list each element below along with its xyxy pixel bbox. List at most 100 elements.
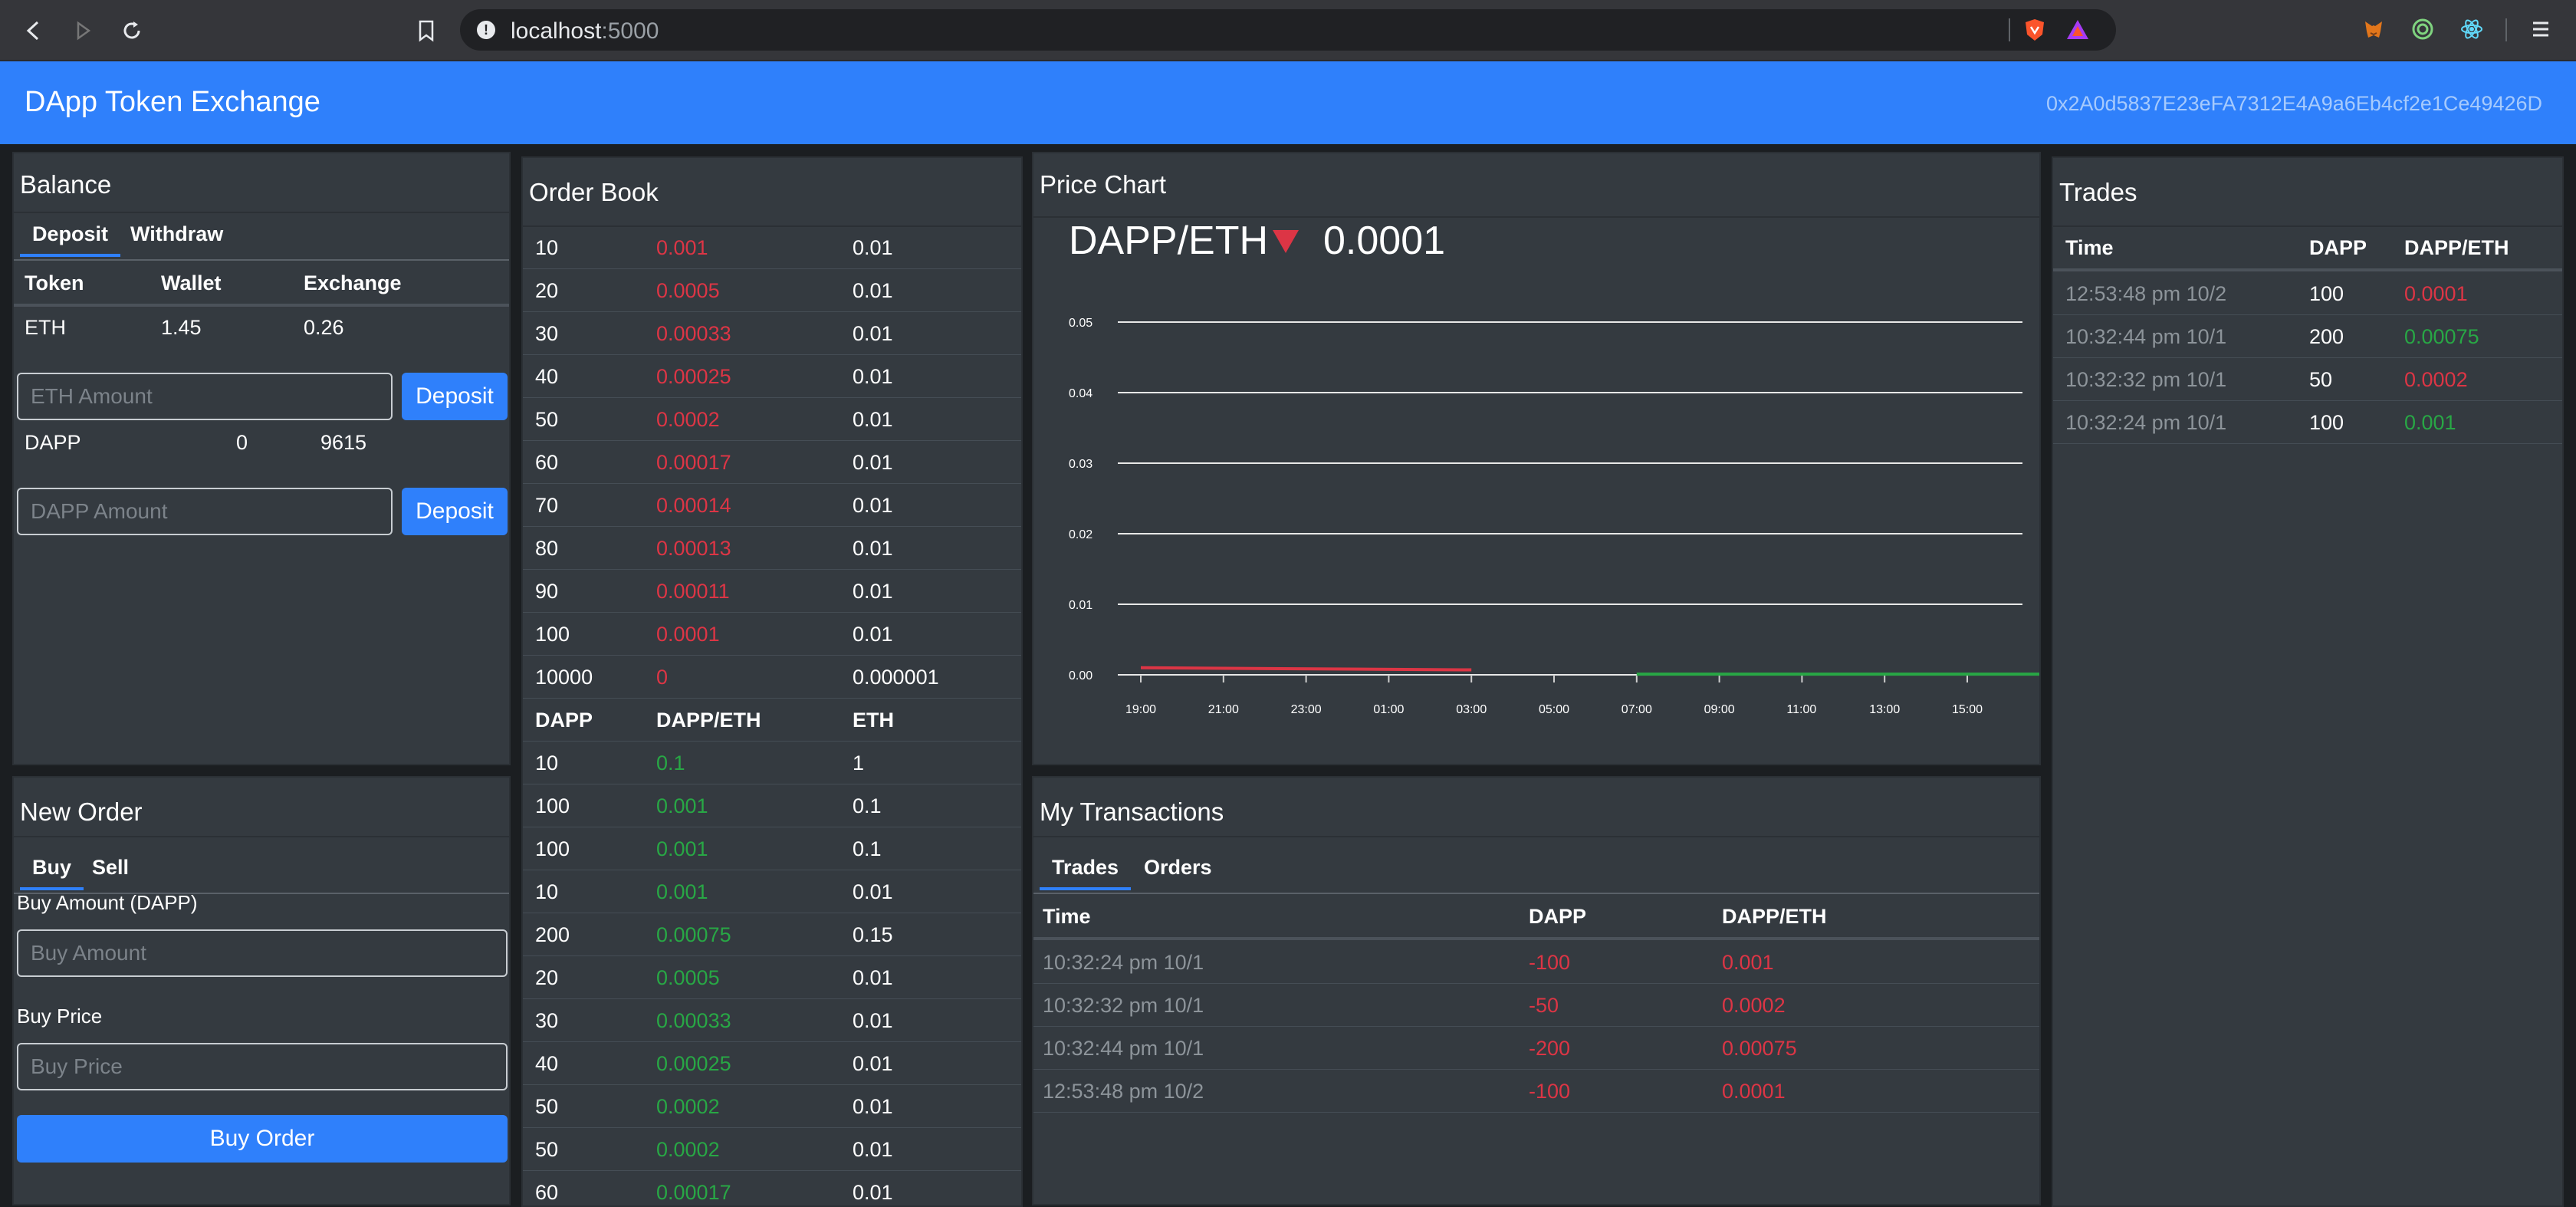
order-total: 0.01 bbox=[853, 1009, 893, 1032]
x-tick-label: 23:00 bbox=[1291, 703, 1322, 716]
order-price: 0.00033 bbox=[656, 322, 731, 345]
brand-title[interactable]: DApp Token Exchange bbox=[25, 86, 320, 118]
account-address[interactable]: 0x2A0d5837E23eFA7312E4A9a6Eb4cf2e1Ce4942… bbox=[2045, 92, 2542, 115]
brave-rewards-icon[interactable] bbox=[2065, 18, 2090, 42]
order-total: 0.000001 bbox=[853, 666, 939, 689]
order-book-header: DAPP DAPP/ETH ETH bbox=[523, 698, 1021, 742]
sell-order-row[interactable]: 30 0.00033 0.01 bbox=[523, 311, 1021, 355]
series-line[interactable] bbox=[1140, 666, 1472, 672]
buy-order-row[interactable]: 40 0.00025 0.01 bbox=[523, 1041, 1021, 1085]
order-price: 0.0005 bbox=[656, 279, 720, 302]
buy-amount-input[interactable] bbox=[17, 929, 508, 977]
order-total: 0.01 bbox=[853, 580, 893, 603]
buy-order-row[interactable]: 20 0.0005 0.01 bbox=[523, 955, 1021, 999]
bookmark-icon[interactable] bbox=[411, 15, 442, 46]
x-tick-label: 19:00 bbox=[1125, 703, 1156, 716]
sell-order-row[interactable]: 40 0.00025 0.01 bbox=[523, 354, 1021, 398]
metamask-icon[interactable] bbox=[2361, 17, 2386, 41]
eth-amount-input[interactable] bbox=[17, 373, 393, 420]
buy-order-row[interactable]: 100 0.001 0.1 bbox=[523, 827, 1021, 870]
order-amount: 20 bbox=[535, 966, 559, 989]
buy-order-row[interactable]: 50 0.0002 0.01 bbox=[523, 1127, 1021, 1171]
order-total: 0.01 bbox=[853, 451, 893, 474]
tab-orders[interactable]: Orders bbox=[1144, 856, 1212, 879]
order-amount: 30 bbox=[535, 1009, 559, 1032]
order-amount: 50 bbox=[535, 408, 559, 431]
buy-order-row[interactable]: 100 0.001 0.1 bbox=[523, 784, 1021, 827]
trade-price: 0.0001 bbox=[2404, 282, 2468, 305]
order-total: 0.1 bbox=[853, 794, 882, 817]
info-icon[interactable]: ! bbox=[477, 21, 495, 39]
order-price: 0.001 bbox=[656, 794, 708, 817]
buy-order-row[interactable]: 10 0.001 0.01 bbox=[523, 870, 1021, 913]
buy-order-row[interactable]: 30 0.00033 0.01 bbox=[523, 998, 1021, 1042]
dapp-amount-input[interactable] bbox=[17, 488, 393, 535]
back-icon[interactable] bbox=[18, 15, 49, 46]
trade-time: 10:32:32 pm 10/1 bbox=[2065, 368, 2227, 391]
deposit-eth-button[interactable]: Deposit bbox=[402, 373, 508, 420]
order-amount: 10000 bbox=[535, 666, 593, 689]
react-devtools-icon[interactable] bbox=[2459, 17, 2484, 41]
card-title: Price Chart bbox=[1040, 170, 1167, 199]
card-title: Trades bbox=[2059, 178, 2137, 206]
y-tick-label: 0.00 bbox=[1069, 669, 1092, 682]
tab-withdraw[interactable]: Withdraw bbox=[130, 222, 224, 245]
order-amount: 50 bbox=[535, 1095, 559, 1118]
column-header: Token bbox=[25, 271, 84, 294]
order-price: 0.00013 bbox=[656, 537, 731, 560]
sell-order-row[interactable]: 50 0.0002 0.01 bbox=[523, 397, 1021, 441]
order-price: 0.001 bbox=[656, 880, 708, 903]
sell-order-row[interactable]: 80 0.00013 0.01 bbox=[523, 526, 1021, 570]
order-amount: 50 bbox=[535, 1138, 559, 1161]
buy-order-row[interactable]: 50 0.0002 0.01 bbox=[523, 1084, 1021, 1128]
order-price: 0.00025 bbox=[656, 1052, 731, 1075]
buy-order-row[interactable]: 200 0.00075 0.15 bbox=[523, 913, 1021, 956]
x-tick-label: 01:00 bbox=[1373, 703, 1404, 716]
extension-target-icon[interactable] bbox=[2410, 17, 2435, 41]
forward-icon[interactable] bbox=[67, 15, 98, 46]
trades-card: Trades Time DAPP DAPP/ETH 12:53:48 pm 10… bbox=[2052, 156, 2564, 1207]
buy-order-row[interactable]: 60 0.00017 0.01 bbox=[523, 1170, 1021, 1205]
x-tick-label: 05:00 bbox=[1539, 703, 1569, 716]
tab-trades[interactable]: Trades bbox=[1040, 856, 1132, 890]
brave-shield-icon[interactable] bbox=[2022, 18, 2047, 42]
sell-order-row[interactable]: 10 0.001 0.01 bbox=[523, 225, 1021, 269]
trade-price: 0.0002 bbox=[2404, 368, 2468, 391]
column-header: DAPP/ETH bbox=[1722, 905, 1827, 928]
trade-row: 12:53:48 pm 10/2 100 0.0001 bbox=[2053, 271, 2562, 315]
x-tick-label: 07:00 bbox=[1622, 703, 1652, 716]
price-chart[interactable]: 0.00 0.01 0.02 0.03 0.04 0.05 19:00 21:00 23:00 0… bbox=[1033, 276, 2039, 765]
balance-tabs: Deposit Withdraw bbox=[14, 215, 509, 261]
sell-order-row[interactable]: 90 0.00011 0.01 bbox=[523, 569, 1021, 613]
sell-order-row[interactable]: 20 0.0005 0.01 bbox=[523, 268, 1021, 312]
order-total: 0.01 bbox=[853, 365, 893, 388]
buy-price-input[interactable] bbox=[17, 1043, 508, 1090]
order-amount: 30 bbox=[535, 322, 559, 345]
order-side-tabs: Buy Sell bbox=[14, 848, 509, 894]
card-title: My Transactions bbox=[1040, 798, 1224, 826]
deposit-dapp-button[interactable]: Deposit bbox=[402, 488, 508, 535]
sell-order-row[interactable]: 70 0.00014 0.01 bbox=[523, 483, 1021, 527]
my-transactions-card: My Transactions Trades Orders Time DAPP … bbox=[1032, 776, 2041, 1205]
sell-order-row[interactable]: 60 0.00017 0.01 bbox=[523, 440, 1021, 484]
url-divider bbox=[2009, 18, 2010, 41]
order-price: 0.00033 bbox=[656, 1009, 731, 1032]
tab-buy[interactable]: Buy bbox=[20, 856, 84, 890]
column-header: Wallet bbox=[161, 271, 222, 294]
buy-order-button[interactable]: Buy Order bbox=[17, 1115, 508, 1163]
order-price: 0.00011 bbox=[656, 580, 730, 603]
last-price: 0.0001 bbox=[1323, 219, 1446, 263]
address-bar[interactable]: ! localhost:5000 bbox=[460, 9, 2116, 51]
order-price: 0.001 bbox=[656, 236, 708, 259]
menu-icon[interactable] bbox=[2528, 17, 2553, 41]
sell-order-row[interactable]: 100 0.0001 0.01 bbox=[523, 612, 1021, 656]
triangle-down-icon bbox=[1271, 229, 1300, 258]
order-price: 0.00075 bbox=[656, 923, 731, 946]
reload-icon[interactable] bbox=[117, 15, 147, 46]
x-tick-label: 15:00 bbox=[1952, 703, 1983, 716]
sell-order-row[interactable]: 10000 0 0.000001 bbox=[523, 655, 1021, 699]
tab-sell[interactable]: Sell bbox=[92, 856, 130, 879]
buy-order-row[interactable]: 10 0.1 1 bbox=[523, 741, 1021, 784]
order-amount: 10 bbox=[535, 880, 559, 903]
tab-deposit[interactable]: Deposit bbox=[20, 222, 121, 257]
